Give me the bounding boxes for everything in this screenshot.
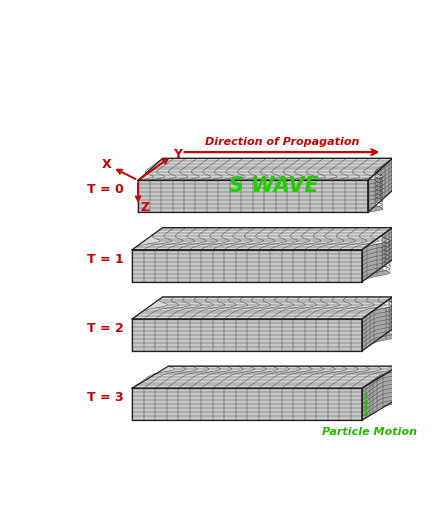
Text: T = 2: T = 2 (87, 322, 124, 335)
Polygon shape (368, 158, 392, 213)
Text: T = 1: T = 1 (87, 252, 124, 266)
Polygon shape (132, 319, 362, 351)
Polygon shape (132, 249, 362, 282)
Polygon shape (132, 227, 392, 249)
Text: Y: Y (173, 148, 182, 161)
Polygon shape (362, 366, 404, 420)
Polygon shape (362, 227, 392, 282)
Polygon shape (132, 388, 362, 420)
Polygon shape (362, 297, 397, 351)
Polygon shape (138, 158, 392, 180)
Polygon shape (138, 180, 368, 213)
Polygon shape (132, 366, 398, 388)
Text: Z: Z (140, 201, 150, 214)
Polygon shape (132, 297, 392, 319)
Text: T = 3: T = 3 (87, 391, 124, 404)
Text: S WAVE: S WAVE (229, 176, 319, 196)
Text: T = 0: T = 0 (87, 183, 124, 196)
Text: X: X (102, 158, 112, 171)
Text: Particle Motion: Particle Motion (323, 427, 417, 437)
Text: Direction of Propagation: Direction of Propagation (205, 137, 359, 147)
